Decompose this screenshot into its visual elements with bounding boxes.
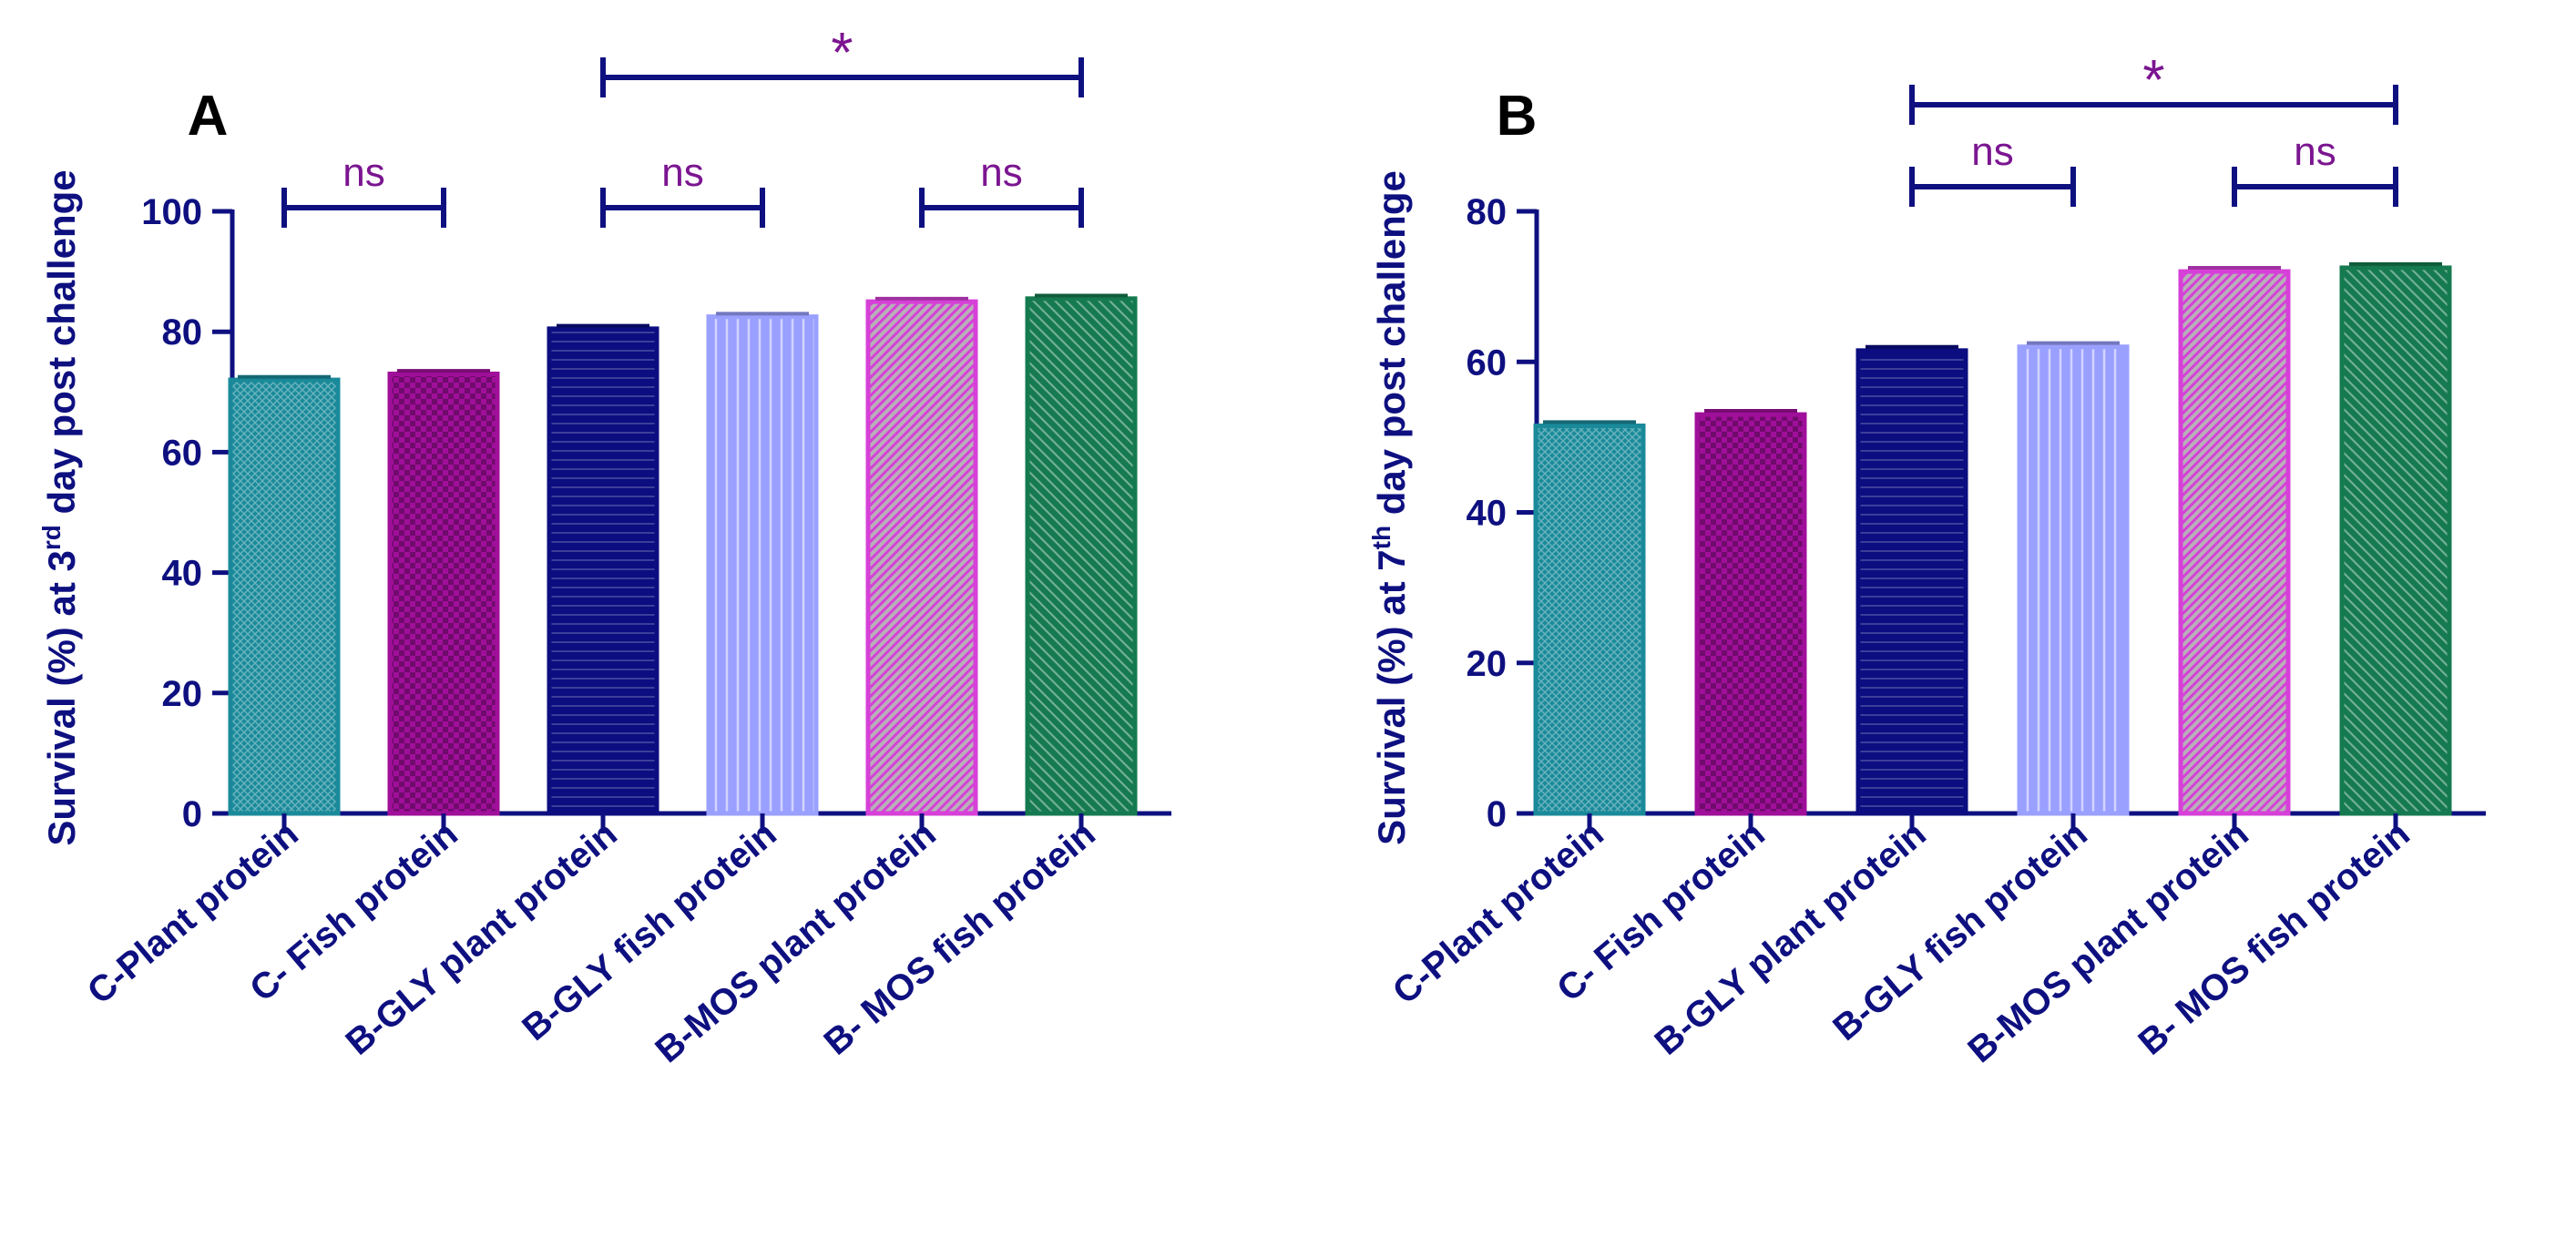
x-tick-label: B-MOS plant protein	[1960, 813, 2255, 1070]
x-tick-label: B-MOS plant protein	[648, 813, 943, 1070]
bar	[547, 326, 659, 816]
significance-bracket: ns	[919, 150, 1084, 228]
y-tick-label: 0	[182, 794, 202, 834]
y-axis-title: Survival (%) at 3rd day post challenge	[37, 169, 83, 845]
bar	[1533, 423, 1646, 816]
y-tick-label: 60	[162, 433, 203, 473]
x-tick-label: B- MOS fish protein	[817, 813, 1103, 1063]
significance-bracket: ns	[281, 150, 446, 228]
y-tick-label: 0	[1487, 794, 1507, 834]
significance-label: ns	[980, 150, 1022, 195]
significance-bracket: *	[1909, 49, 2398, 125]
chart-panel-a: A 0 20 40 60 80 100 Survival (%) at 3rd day pos…	[37, 22, 1171, 1070]
y-axis-title: Survival (%) at 7th day post challenge	[1367, 170, 1413, 845]
y-tick-label: 40	[1467, 494, 1508, 534]
y-tick-label: 40	[162, 554, 203, 594]
panel-label: A	[188, 85, 229, 148]
bar	[2339, 265, 2452, 816]
significance-label: ns	[2294, 129, 2336, 174]
bar	[2017, 344, 2130, 816]
y-tick-label: 80	[1467, 192, 1508, 232]
bar	[228, 377, 341, 816]
significance-bracket: ns	[600, 150, 765, 228]
y-tick-label: 60	[1467, 342, 1508, 383]
y-tick-label: 20	[1467, 644, 1508, 684]
chart-panel-b: B 0 20 40 60 80 Survival (%) at 7th day post c…	[1367, 49, 2486, 1070]
significance-label: ns	[1971, 129, 2013, 174]
bar	[1694, 412, 1807, 816]
significance-label: *	[2142, 49, 2164, 112]
significance-bracket: *	[600, 22, 1084, 97]
bar	[865, 299, 978, 816]
y-tick-label: 80	[162, 312, 203, 353]
bar	[706, 314, 819, 816]
panel-label: B	[1497, 85, 1538, 148]
bar	[1855, 348, 1968, 816]
x-tick-label: B- MOS fish protein	[2131, 813, 2418, 1063]
y-tick-label: 100	[141, 192, 202, 232]
bar	[1025, 296, 1138, 816]
y-tick-label: 20	[162, 674, 203, 714]
x-tick-label: B-GLY plant protein	[1647, 813, 1933, 1063]
bar	[2178, 269, 2291, 816]
significance-label: *	[831, 22, 853, 85]
x-tick-label: B-GLY plant protein	[338, 813, 624, 1063]
bar	[387, 371, 500, 816]
significance-label: ns	[342, 150, 384, 195]
significance-label: ns	[661, 150, 703, 195]
x-tick-label: B-GLY fish protein	[515, 813, 784, 1048]
significance-bracket: ns	[1909, 129, 2076, 207]
significance-bracket: ns	[2232, 129, 2398, 207]
